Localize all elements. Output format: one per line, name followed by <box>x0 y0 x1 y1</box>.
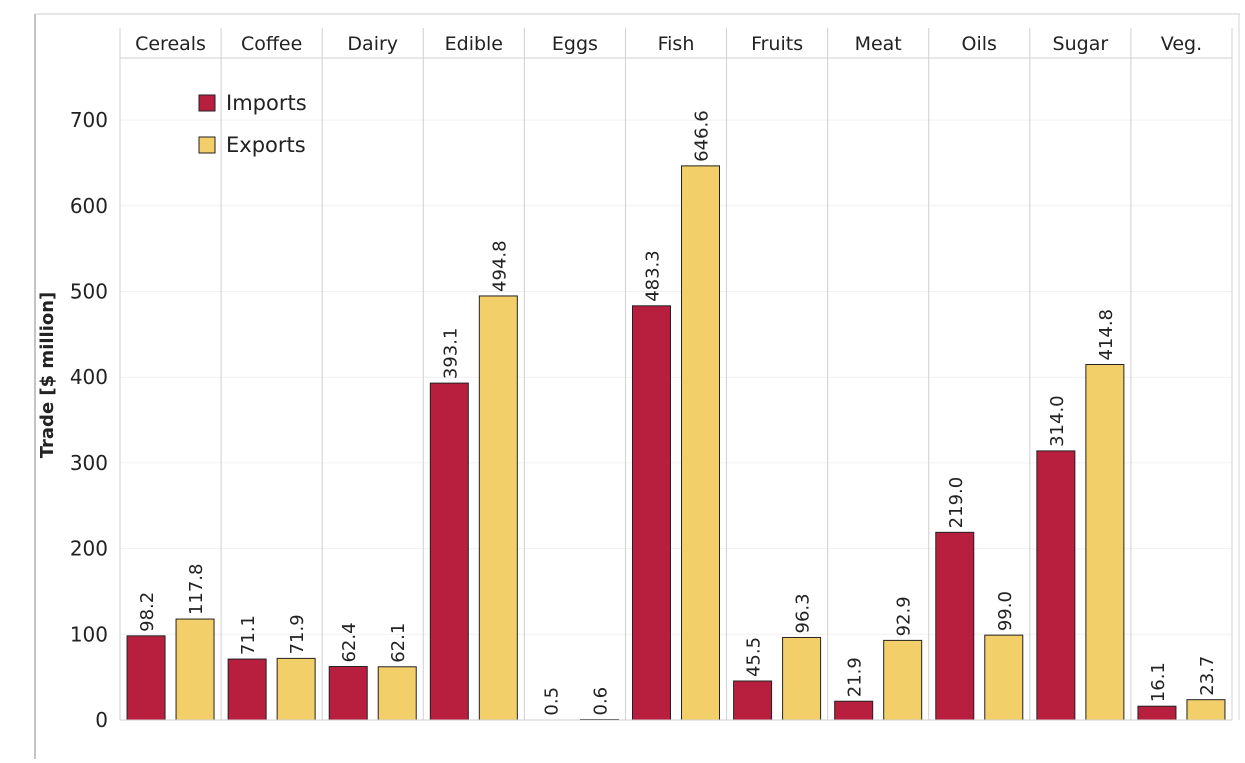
category-label: Fruits <box>751 33 803 55</box>
exports-bar <box>479 296 517 720</box>
category-label: Cereals <box>135 33 206 55</box>
imports-value-label: 45.5 <box>744 637 765 677</box>
y-tick-label: 700 <box>70 108 108 132</box>
exports-value-label: 0.6 <box>590 687 611 716</box>
y-tick-label: 600 <box>70 194 108 218</box>
legend: Imports Exports <box>199 91 307 157</box>
category-label: Sugar <box>1053 33 1109 55</box>
imports-value-label: 393.1 <box>440 328 461 380</box>
exports-bar <box>277 658 315 720</box>
category-label: Meat <box>855 33 902 55</box>
imports-value-label: 483.3 <box>643 250 664 302</box>
exports-value-label: 92.9 <box>894 596 915 636</box>
y-tick-label: 0 <box>95 708 108 732</box>
category-label: Edible <box>445 33 503 55</box>
exports-bar <box>378 667 416 720</box>
exports-value-label: 414.8 <box>1096 309 1117 361</box>
exports-value-label: 646.6 <box>692 110 713 162</box>
exports-value-label: 494.8 <box>489 240 510 292</box>
y-tick-label: 400 <box>70 365 108 389</box>
exports-bar <box>884 640 922 720</box>
imports-bar <box>936 532 974 720</box>
imports-bar <box>633 306 671 720</box>
y-tick-label: 500 <box>70 280 108 304</box>
imports-bar <box>228 659 266 720</box>
imports-value-label: 71.1 <box>238 615 259 655</box>
exports-bar <box>682 166 720 720</box>
exports-value-label: 23.7 <box>1197 656 1218 696</box>
y-tick-label: 300 <box>70 451 108 475</box>
imports-bar <box>1037 451 1075 720</box>
imports-value-label: 16.1 <box>1148 662 1169 702</box>
exports-bar <box>1086 365 1124 720</box>
exports-legend-swatch <box>199 137 215 153</box>
imports-value-label: 0.5 <box>541 687 562 716</box>
exports-value-label: 99.0 <box>995 591 1016 631</box>
category-label: Dairy <box>347 33 398 55</box>
y-tick-label: 200 <box>70 537 108 561</box>
exports-legend-label: Exports <box>226 133 306 157</box>
exports-bar <box>985 635 1023 720</box>
imports-bar <box>329 667 367 720</box>
imports-bar <box>127 636 165 720</box>
exports-value-label: 96.3 <box>793 593 814 633</box>
imports-bar <box>1138 706 1176 720</box>
imports-value-label: 62.4 <box>339 622 360 662</box>
imports-value-label: 219.0 <box>946 477 967 529</box>
imports-value-label: 314.0 <box>1047 395 1068 447</box>
exports-bar <box>783 637 821 720</box>
category-label: Coffee <box>241 33 302 55</box>
category-label: Eggs <box>552 33 598 55</box>
exports-value-label: 117.8 <box>186 564 207 616</box>
exports-value-label: 71.9 <box>287 614 308 654</box>
exports-bar <box>176 619 214 720</box>
category-label: Veg. <box>1161 33 1202 55</box>
imports-value-label: 98.2 <box>137 592 158 632</box>
exports-bar <box>1187 700 1225 720</box>
category-label: Fish <box>658 33 695 55</box>
y-tick-label: 100 <box>70 622 108 646</box>
imports-bar <box>430 383 468 720</box>
exports-value-label: 62.1 <box>388 623 409 663</box>
y-axis-title: Trade [$ million] <box>37 292 58 459</box>
imports-bar <box>734 681 772 720</box>
imports-legend-label: Imports <box>226 91 307 115</box>
imports-legend-swatch <box>199 95 215 111</box>
imports-value-label: 21.9 <box>845 657 866 697</box>
category-label: Oils <box>962 33 997 55</box>
imports-bar <box>835 701 873 720</box>
